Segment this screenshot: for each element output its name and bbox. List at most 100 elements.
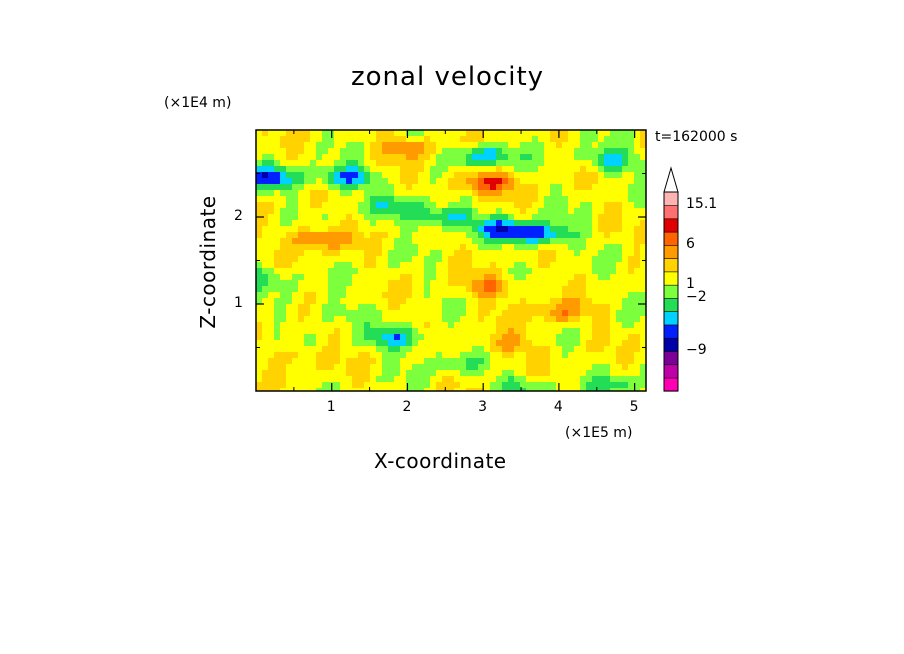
field-cell bbox=[496, 358, 503, 365]
field-cell bbox=[508, 226, 515, 233]
field-cell bbox=[502, 148, 509, 155]
field-cell bbox=[292, 196, 299, 203]
field-cell bbox=[526, 376, 533, 383]
field-cell bbox=[568, 220, 575, 227]
field-cell bbox=[478, 376, 485, 383]
field-cell bbox=[586, 154, 593, 161]
field-cell bbox=[622, 262, 629, 269]
field-cell bbox=[478, 274, 485, 281]
field-cell bbox=[586, 256, 593, 263]
field-cell bbox=[454, 322, 461, 329]
field-cell bbox=[568, 268, 575, 275]
field-cell bbox=[316, 196, 323, 203]
field-cell bbox=[262, 268, 269, 275]
field-cell bbox=[526, 334, 533, 341]
field-cell bbox=[346, 208, 353, 215]
field-cell bbox=[616, 376, 623, 383]
field-cell bbox=[496, 250, 503, 257]
field-cell bbox=[502, 388, 509, 391]
field-cell bbox=[514, 184, 521, 191]
field-cell bbox=[556, 352, 563, 359]
field-cell bbox=[322, 214, 329, 221]
field-cell bbox=[592, 268, 599, 275]
field-cell bbox=[616, 142, 623, 149]
field-cell bbox=[526, 148, 533, 155]
field-cell bbox=[562, 256, 569, 263]
field-cell bbox=[400, 346, 407, 353]
field-cell bbox=[388, 154, 395, 161]
field-cell bbox=[508, 232, 515, 239]
field-cell bbox=[316, 256, 323, 263]
field-cell bbox=[394, 190, 401, 197]
field-cell bbox=[544, 376, 551, 383]
field-cell bbox=[526, 274, 533, 281]
field-cell bbox=[508, 298, 515, 305]
field-cell bbox=[394, 382, 401, 389]
field-cell bbox=[436, 334, 443, 341]
field-cell bbox=[256, 370, 263, 377]
field-cell bbox=[256, 142, 263, 149]
field-cell bbox=[424, 166, 431, 173]
field-cell bbox=[550, 388, 557, 391]
field-cell bbox=[586, 130, 593, 137]
field-cell bbox=[598, 136, 605, 143]
field-cell bbox=[490, 370, 497, 377]
field-cell bbox=[550, 166, 557, 173]
field-cell bbox=[580, 142, 587, 149]
field-cell bbox=[550, 304, 557, 311]
field-cell bbox=[280, 154, 287, 161]
field-cell bbox=[550, 238, 557, 245]
field-cell bbox=[616, 292, 623, 299]
field-cell bbox=[280, 358, 287, 365]
field-cell bbox=[436, 352, 443, 359]
field-cell bbox=[640, 238, 646, 245]
field-cell bbox=[466, 160, 473, 167]
field-cell bbox=[526, 172, 533, 179]
field-cell bbox=[616, 160, 623, 167]
field-cell bbox=[532, 136, 539, 143]
field-cell bbox=[310, 322, 317, 329]
field-cell bbox=[340, 190, 347, 197]
field-cell bbox=[358, 208, 365, 215]
field-cell bbox=[526, 346, 533, 353]
field-cell bbox=[316, 370, 323, 377]
field-cell bbox=[358, 304, 365, 311]
field-cell bbox=[454, 364, 461, 371]
field-cell bbox=[418, 262, 425, 269]
field-cell bbox=[268, 172, 275, 179]
field-cell bbox=[580, 328, 587, 335]
field-cell bbox=[334, 214, 341, 221]
field-cell bbox=[286, 136, 293, 143]
field-cell bbox=[406, 136, 413, 143]
field-cell bbox=[484, 244, 491, 251]
field-cell bbox=[304, 178, 311, 185]
field-cell bbox=[406, 358, 413, 365]
field-cell bbox=[316, 388, 323, 391]
field-cell bbox=[592, 346, 599, 353]
field-cell bbox=[448, 310, 455, 317]
field-cell bbox=[346, 220, 353, 227]
field-cell bbox=[442, 280, 449, 287]
field-cell bbox=[418, 292, 425, 299]
field-cell bbox=[412, 250, 419, 257]
field-cell bbox=[358, 220, 365, 227]
field-cell bbox=[586, 202, 593, 209]
field-cell bbox=[370, 364, 377, 371]
field-cell bbox=[346, 328, 353, 335]
field-cell bbox=[634, 250, 641, 257]
field-cell bbox=[382, 178, 389, 185]
field-cell bbox=[346, 274, 353, 281]
field-cell bbox=[310, 382, 317, 389]
field-cell bbox=[334, 328, 341, 335]
field-cell bbox=[400, 352, 407, 359]
field-cell bbox=[592, 154, 599, 161]
field-cell bbox=[364, 148, 371, 155]
field-cell bbox=[334, 202, 341, 209]
field-cell bbox=[316, 346, 323, 353]
field-cell bbox=[514, 304, 521, 311]
field-cell bbox=[382, 388, 389, 391]
field-cell bbox=[418, 352, 425, 359]
field-cell bbox=[490, 250, 497, 257]
field-cell bbox=[268, 268, 275, 275]
field-cell bbox=[346, 382, 353, 389]
